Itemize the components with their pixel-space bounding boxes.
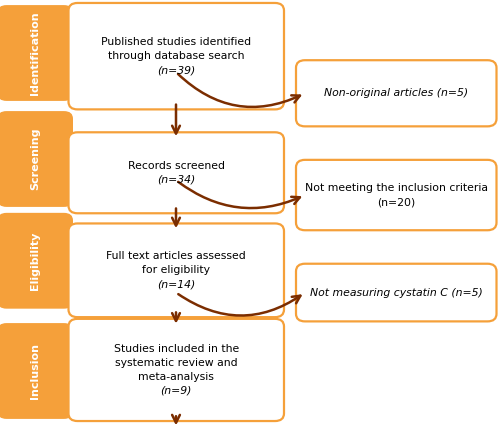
- FancyBboxPatch shape: [0, 5, 73, 101]
- Text: (n=39): (n=39): [157, 65, 196, 75]
- Text: Records screened: Records screened: [128, 161, 225, 171]
- Text: Non-original articles (n=5): Non-original articles (n=5): [324, 88, 468, 98]
- Text: Identification: Identification: [30, 11, 40, 95]
- Text: (n=34): (n=34): [157, 175, 196, 185]
- Text: meta-analysis: meta-analysis: [138, 372, 214, 382]
- FancyBboxPatch shape: [68, 319, 284, 421]
- FancyBboxPatch shape: [0, 323, 73, 419]
- Text: (n=20): (n=20): [377, 197, 416, 207]
- Text: Eligibility: Eligibility: [30, 232, 40, 290]
- Text: through database search: through database search: [108, 51, 244, 61]
- Text: (n=9): (n=9): [160, 386, 192, 396]
- FancyBboxPatch shape: [296, 160, 496, 230]
- FancyBboxPatch shape: [0, 213, 73, 309]
- FancyBboxPatch shape: [68, 132, 284, 213]
- Text: Not measuring cystatin C (n=5): Not measuring cystatin C (n=5): [310, 287, 482, 298]
- Text: Studies included in the: Studies included in the: [114, 344, 239, 354]
- FancyBboxPatch shape: [0, 111, 73, 207]
- Text: Published studies identified: Published studies identified: [101, 37, 252, 47]
- FancyBboxPatch shape: [296, 60, 496, 126]
- Text: for eligibility: for eligibility: [142, 265, 210, 275]
- Text: systematic review and: systematic review and: [115, 358, 238, 368]
- Text: (n=14): (n=14): [157, 279, 196, 289]
- Text: Not meeting the inclusion criteria: Not meeting the inclusion criteria: [305, 183, 488, 193]
- Text: Inclusion: Inclusion: [30, 343, 40, 399]
- Text: Full text articles assessed: Full text articles assessed: [106, 251, 246, 261]
- FancyBboxPatch shape: [68, 3, 284, 109]
- Text: Screening: Screening: [30, 128, 40, 190]
- FancyBboxPatch shape: [296, 264, 496, 321]
- FancyBboxPatch shape: [68, 223, 284, 317]
